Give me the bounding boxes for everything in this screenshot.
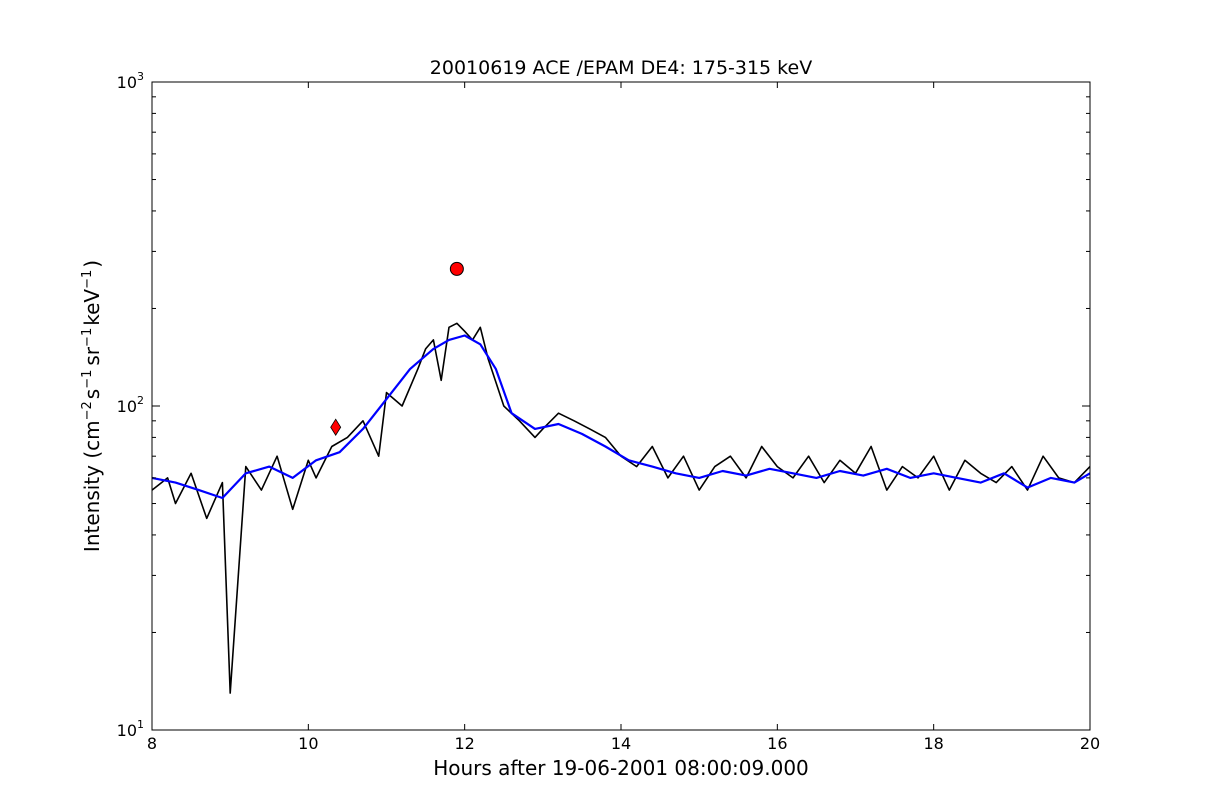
marker-1 bbox=[449, 261, 464, 276]
y-label-exp1: −2 bbox=[80, 401, 95, 420]
x-tick-label-2: 12 bbox=[454, 734, 474, 753]
y-tick-label-0: 101 bbox=[117, 718, 144, 740]
x-axis-label: Hours after 19-06-2001 08:00:09.000 bbox=[433, 756, 809, 780]
y-tick-label-2: 103 bbox=[117, 70, 144, 92]
y-tick-label-1: 102 bbox=[117, 394, 144, 416]
y-axis-label: Intensity (cm−2s−1sr−1keV−1) bbox=[80, 260, 104, 552]
marker-0 bbox=[330, 418, 342, 436]
chart-title: 20010619 ACE /EPAM DE4: 175-315 keV bbox=[430, 57, 812, 79]
y-label-part4: keV bbox=[80, 289, 104, 326]
y-label-exp2: −1 bbox=[80, 370, 95, 389]
x-tick-label-6: 20 bbox=[1080, 734, 1100, 753]
x-tick-label-5: 18 bbox=[923, 734, 943, 753]
series-line-1 bbox=[151, 334, 1091, 500]
y-label-prefix: Intensity (cm bbox=[80, 420, 104, 552]
y-label-suffix: ) bbox=[80, 260, 104, 268]
series-layer bbox=[151, 322, 1091, 694]
y-label-exp3: −1 bbox=[80, 328, 95, 347]
y-label-part3: sr bbox=[80, 346, 104, 365]
x-tick-label-4: 16 bbox=[767, 734, 787, 753]
tick-layer: 8 10 12 14 16 18 20 101 102 103 bbox=[117, 70, 1101, 753]
x-tick-label-3: 14 bbox=[611, 734, 631, 753]
marker-layer bbox=[330, 261, 464, 436]
x-tick-label-0: 8 bbox=[147, 734, 157, 753]
y-label-exp4: −1 bbox=[80, 270, 95, 289]
y-label-part2: s bbox=[80, 389, 104, 399]
x-tick-label-1: 10 bbox=[298, 734, 318, 753]
